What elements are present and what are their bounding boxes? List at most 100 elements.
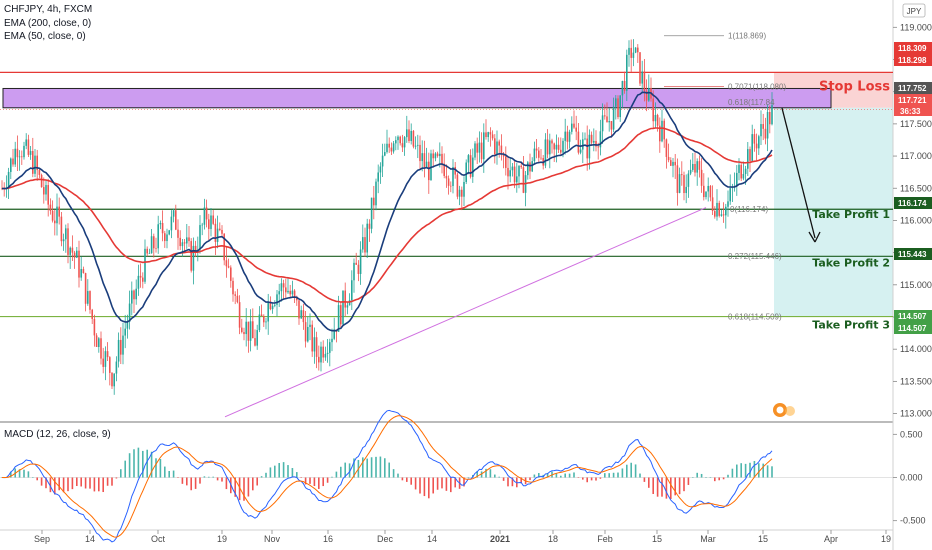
macd-hist-bar xyxy=(608,473,610,478)
candle-body xyxy=(659,125,661,142)
candle-body xyxy=(538,150,540,158)
macd-hist-bar xyxy=(392,469,395,478)
annotation-label: Stop Loss xyxy=(819,80,890,95)
macd-hist-bar xyxy=(194,477,197,489)
candle-body xyxy=(390,147,393,152)
candle-body xyxy=(230,267,232,281)
macd-hist-bar xyxy=(568,473,571,478)
candle-body xyxy=(249,321,252,341)
candle-body xyxy=(238,302,241,328)
candle-body xyxy=(309,324,311,328)
macd-hist-bar xyxy=(190,477,192,491)
macd-hist-bar xyxy=(736,464,738,478)
candle-body xyxy=(694,163,696,173)
candle-body xyxy=(751,134,753,161)
macd-hist-bar xyxy=(643,477,646,482)
macd-hist-bar xyxy=(507,477,509,487)
macd-hist-bar xyxy=(370,457,373,478)
candle-body xyxy=(190,241,192,271)
candle-body xyxy=(133,290,135,300)
candle-body xyxy=(313,337,316,352)
candle-body xyxy=(760,124,762,137)
candle-body xyxy=(656,114,659,126)
candle-body xyxy=(667,156,670,161)
macd-hist-bar xyxy=(177,477,179,478)
zones-layer xyxy=(2,72,893,317)
candle-body xyxy=(599,131,602,148)
candle-body xyxy=(172,210,175,217)
macd-hist-bar xyxy=(326,477,329,483)
candle-body xyxy=(27,139,30,155)
macd-hist-bar xyxy=(595,477,597,481)
candle-body xyxy=(406,129,408,138)
candle-body xyxy=(401,143,404,148)
candle-body xyxy=(606,116,608,123)
candle-body xyxy=(276,294,278,305)
candle-body xyxy=(425,161,428,168)
candle-body xyxy=(722,214,725,216)
candle-body xyxy=(60,216,63,242)
candle-body xyxy=(82,269,85,274)
candle-body xyxy=(747,149,749,169)
macd-hist-bar xyxy=(529,477,531,481)
candle-body xyxy=(236,295,239,303)
candle-body xyxy=(758,136,760,149)
macd-hist-bar xyxy=(199,477,201,484)
macd-hist-bar xyxy=(692,477,694,478)
candle-body xyxy=(320,346,322,363)
candle-body xyxy=(355,262,357,265)
macd-hist-bar xyxy=(678,477,681,495)
candle-body xyxy=(661,120,663,142)
macd-hist-bar xyxy=(300,477,302,478)
candle-body xyxy=(551,140,553,144)
candle-body xyxy=(617,98,619,118)
price-tag-box xyxy=(894,248,932,260)
time-tick-label: Sep xyxy=(34,534,50,544)
macd-hist-bar xyxy=(546,472,549,478)
macd-hist-bar xyxy=(10,471,12,478)
candle-body xyxy=(241,327,243,333)
candle-body xyxy=(718,202,720,216)
macd-hist-bar xyxy=(45,477,47,489)
time-tick-label: Apr xyxy=(824,534,838,544)
candle-body xyxy=(487,132,489,138)
currency-badge[interactable]: JPY xyxy=(902,3,926,18)
macd-hist-bar xyxy=(652,477,654,494)
candle-body xyxy=(377,172,379,182)
candle-body xyxy=(711,197,714,212)
macd-hist-bar xyxy=(450,477,452,493)
candle-body xyxy=(287,290,289,293)
macd-hist-bar xyxy=(454,477,456,488)
candle-body xyxy=(384,152,386,156)
candle-body xyxy=(439,153,441,157)
time-axis: Sep 14 Oct 19 Nov 16 Dec 14 2021 18 Feb 15 Mar 15 Apr 1… xyxy=(34,530,891,544)
candle-body xyxy=(755,143,758,149)
candle-body xyxy=(562,140,564,153)
macd-hist-bar xyxy=(313,477,316,487)
macd-hist-bar xyxy=(331,476,333,478)
tradingview-logo xyxy=(773,403,795,417)
candle-body xyxy=(621,80,624,96)
macd-hist-bar xyxy=(93,477,96,492)
macd-hist-bar xyxy=(414,477,417,490)
candle-body xyxy=(564,131,566,141)
macd-hist-bar xyxy=(617,472,619,478)
candle-body xyxy=(454,166,456,175)
macd-legend: MACD (12, 26, close, 9) xyxy=(4,429,111,440)
fib-label: 0.272(115.446) xyxy=(728,252,782,261)
macd-hist-bar xyxy=(696,472,698,478)
candle-body xyxy=(274,304,276,306)
candle-body xyxy=(139,275,142,278)
candle-body xyxy=(623,80,626,91)
candle-body xyxy=(683,175,685,194)
candle-body xyxy=(126,321,129,329)
candle-body xyxy=(533,148,536,162)
candle-body xyxy=(681,174,683,176)
candle-body xyxy=(54,220,56,224)
candle-body xyxy=(522,167,525,193)
macd-hist-bar xyxy=(67,477,69,492)
candle-body xyxy=(557,144,560,150)
macd-hist-bar xyxy=(670,477,672,499)
price-tag-box xyxy=(894,310,932,322)
price-tag-label: 114.507 xyxy=(898,324,927,333)
